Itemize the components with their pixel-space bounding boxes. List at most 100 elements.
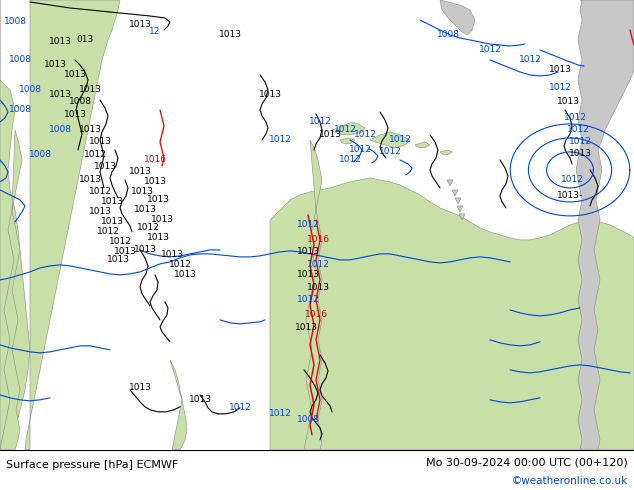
Text: 1012: 1012 (333, 125, 356, 134)
Text: 1012: 1012 (479, 46, 501, 54)
Text: 1013: 1013 (259, 91, 281, 99)
Text: 1013: 1013 (48, 91, 72, 99)
Text: 1013: 1013 (306, 283, 330, 293)
Text: 1012: 1012 (349, 146, 372, 154)
Text: 1012: 1012 (307, 260, 330, 270)
Polygon shape (415, 142, 430, 148)
Text: 1013: 1013 (318, 130, 342, 140)
Text: 1013: 1013 (146, 196, 169, 204)
Text: 1012: 1012 (84, 150, 107, 159)
Text: 1013: 1013 (129, 168, 152, 176)
Polygon shape (170, 360, 187, 450)
Text: Surface pressure [hPa] ECMWF: Surface pressure [hPa] ECMWF (6, 460, 179, 470)
Polygon shape (452, 190, 458, 196)
Text: 1013: 1013 (101, 197, 124, 206)
Text: 1013: 1013 (89, 207, 112, 217)
Text: 1013: 1013 (79, 85, 101, 95)
Text: 1012: 1012 (564, 114, 586, 122)
Polygon shape (457, 206, 463, 212)
Text: 1013: 1013 (48, 37, 72, 47)
Text: 1013: 1013 (295, 323, 318, 332)
Text: 1016: 1016 (304, 310, 328, 319)
Polygon shape (304, 140, 322, 450)
Text: 1012: 1012 (136, 223, 159, 232)
Text: 1013: 1013 (113, 247, 136, 256)
Text: 1008: 1008 (29, 150, 51, 159)
Text: 1013: 1013 (557, 98, 579, 106)
Polygon shape (0, 130, 22, 450)
Text: ©weatheronline.co.uk: ©weatheronline.co.uk (512, 476, 628, 486)
Text: 1013: 1013 (160, 250, 183, 259)
Text: 1016: 1016 (143, 155, 167, 165)
Text: 1012: 1012 (297, 220, 320, 229)
Polygon shape (340, 138, 355, 144)
Text: 1008: 1008 (18, 85, 41, 95)
Text: 1008: 1008 (8, 105, 32, 115)
Polygon shape (270, 178, 634, 450)
Text: 1013: 1013 (297, 247, 320, 256)
Text: 1008: 1008 (68, 98, 91, 106)
Text: 12: 12 (150, 27, 160, 36)
Text: 1012: 1012 (269, 409, 292, 418)
Polygon shape (440, 0, 475, 35)
Text: 1013: 1013 (44, 60, 67, 70)
Text: 1013: 1013 (569, 149, 592, 158)
Text: 1013: 1013 (134, 245, 157, 254)
Text: 1012: 1012 (378, 147, 401, 156)
Text: 1016: 1016 (306, 235, 330, 245)
Text: 1013: 1013 (107, 255, 129, 265)
Text: 1013: 1013 (188, 395, 212, 404)
Text: 1012: 1012 (89, 187, 112, 196)
Text: 1013: 1013 (129, 21, 152, 29)
Text: 1013: 1013 (143, 177, 167, 186)
Text: 1012: 1012 (560, 175, 583, 184)
Text: 1008: 1008 (4, 18, 27, 26)
Text: 1012: 1012 (96, 227, 119, 236)
Text: 1012: 1012 (567, 125, 590, 134)
Text: 1013: 1013 (131, 187, 153, 196)
Text: 1012: 1012 (354, 130, 377, 140)
Polygon shape (440, 150, 452, 155)
Text: 1013: 1013 (134, 205, 157, 215)
Text: 1013: 1013 (129, 383, 152, 392)
Text: 1012: 1012 (569, 137, 592, 147)
Polygon shape (370, 132, 410, 148)
Text: 1013: 1013 (89, 137, 112, 147)
Text: 1013: 1013 (297, 270, 320, 279)
Text: 013: 013 (76, 35, 94, 45)
Text: 1013: 1013 (146, 233, 169, 243)
Text: 1013: 1013 (174, 270, 197, 279)
Text: 1012: 1012 (297, 295, 320, 304)
Polygon shape (332, 122, 365, 135)
Polygon shape (0, 0, 30, 450)
Polygon shape (576, 0, 634, 450)
Text: 1013: 1013 (93, 162, 117, 171)
Text: 1008: 1008 (8, 55, 32, 65)
Text: Mo 30-09-2024 00:00 UTC (00+120): Mo 30-09-2024 00:00 UTC (00+120) (426, 458, 628, 467)
Text: 1013: 1013 (150, 216, 174, 224)
Text: 1012: 1012 (229, 403, 252, 413)
Text: 1013: 1013 (79, 175, 101, 184)
Text: 1012: 1012 (108, 237, 131, 246)
Polygon shape (447, 180, 453, 186)
Text: 1013: 1013 (548, 66, 571, 74)
Text: 1013-: 1013- (557, 192, 583, 200)
Text: 1008: 1008 (297, 416, 320, 424)
Text: 1012: 1012 (309, 118, 332, 126)
Text: 1012: 1012 (339, 155, 361, 165)
Polygon shape (459, 214, 465, 220)
Text: 1012: 1012 (548, 83, 571, 93)
Polygon shape (25, 0, 120, 450)
Text: 1012: 1012 (169, 260, 191, 270)
Text: 1008: 1008 (436, 30, 460, 40)
Text: 1013: 1013 (219, 30, 242, 40)
Text: 1012: 1012 (519, 55, 541, 65)
Text: 1013: 1013 (79, 125, 101, 134)
Text: 1012: 1012 (389, 135, 411, 145)
Polygon shape (455, 198, 461, 204)
Text: 1013: 1013 (63, 71, 86, 79)
Text: 1013: 1013 (63, 110, 86, 120)
Text: 1008: 1008 (48, 125, 72, 134)
Text: 1012: 1012 (269, 135, 292, 145)
Text: 1013: 1013 (101, 218, 124, 226)
